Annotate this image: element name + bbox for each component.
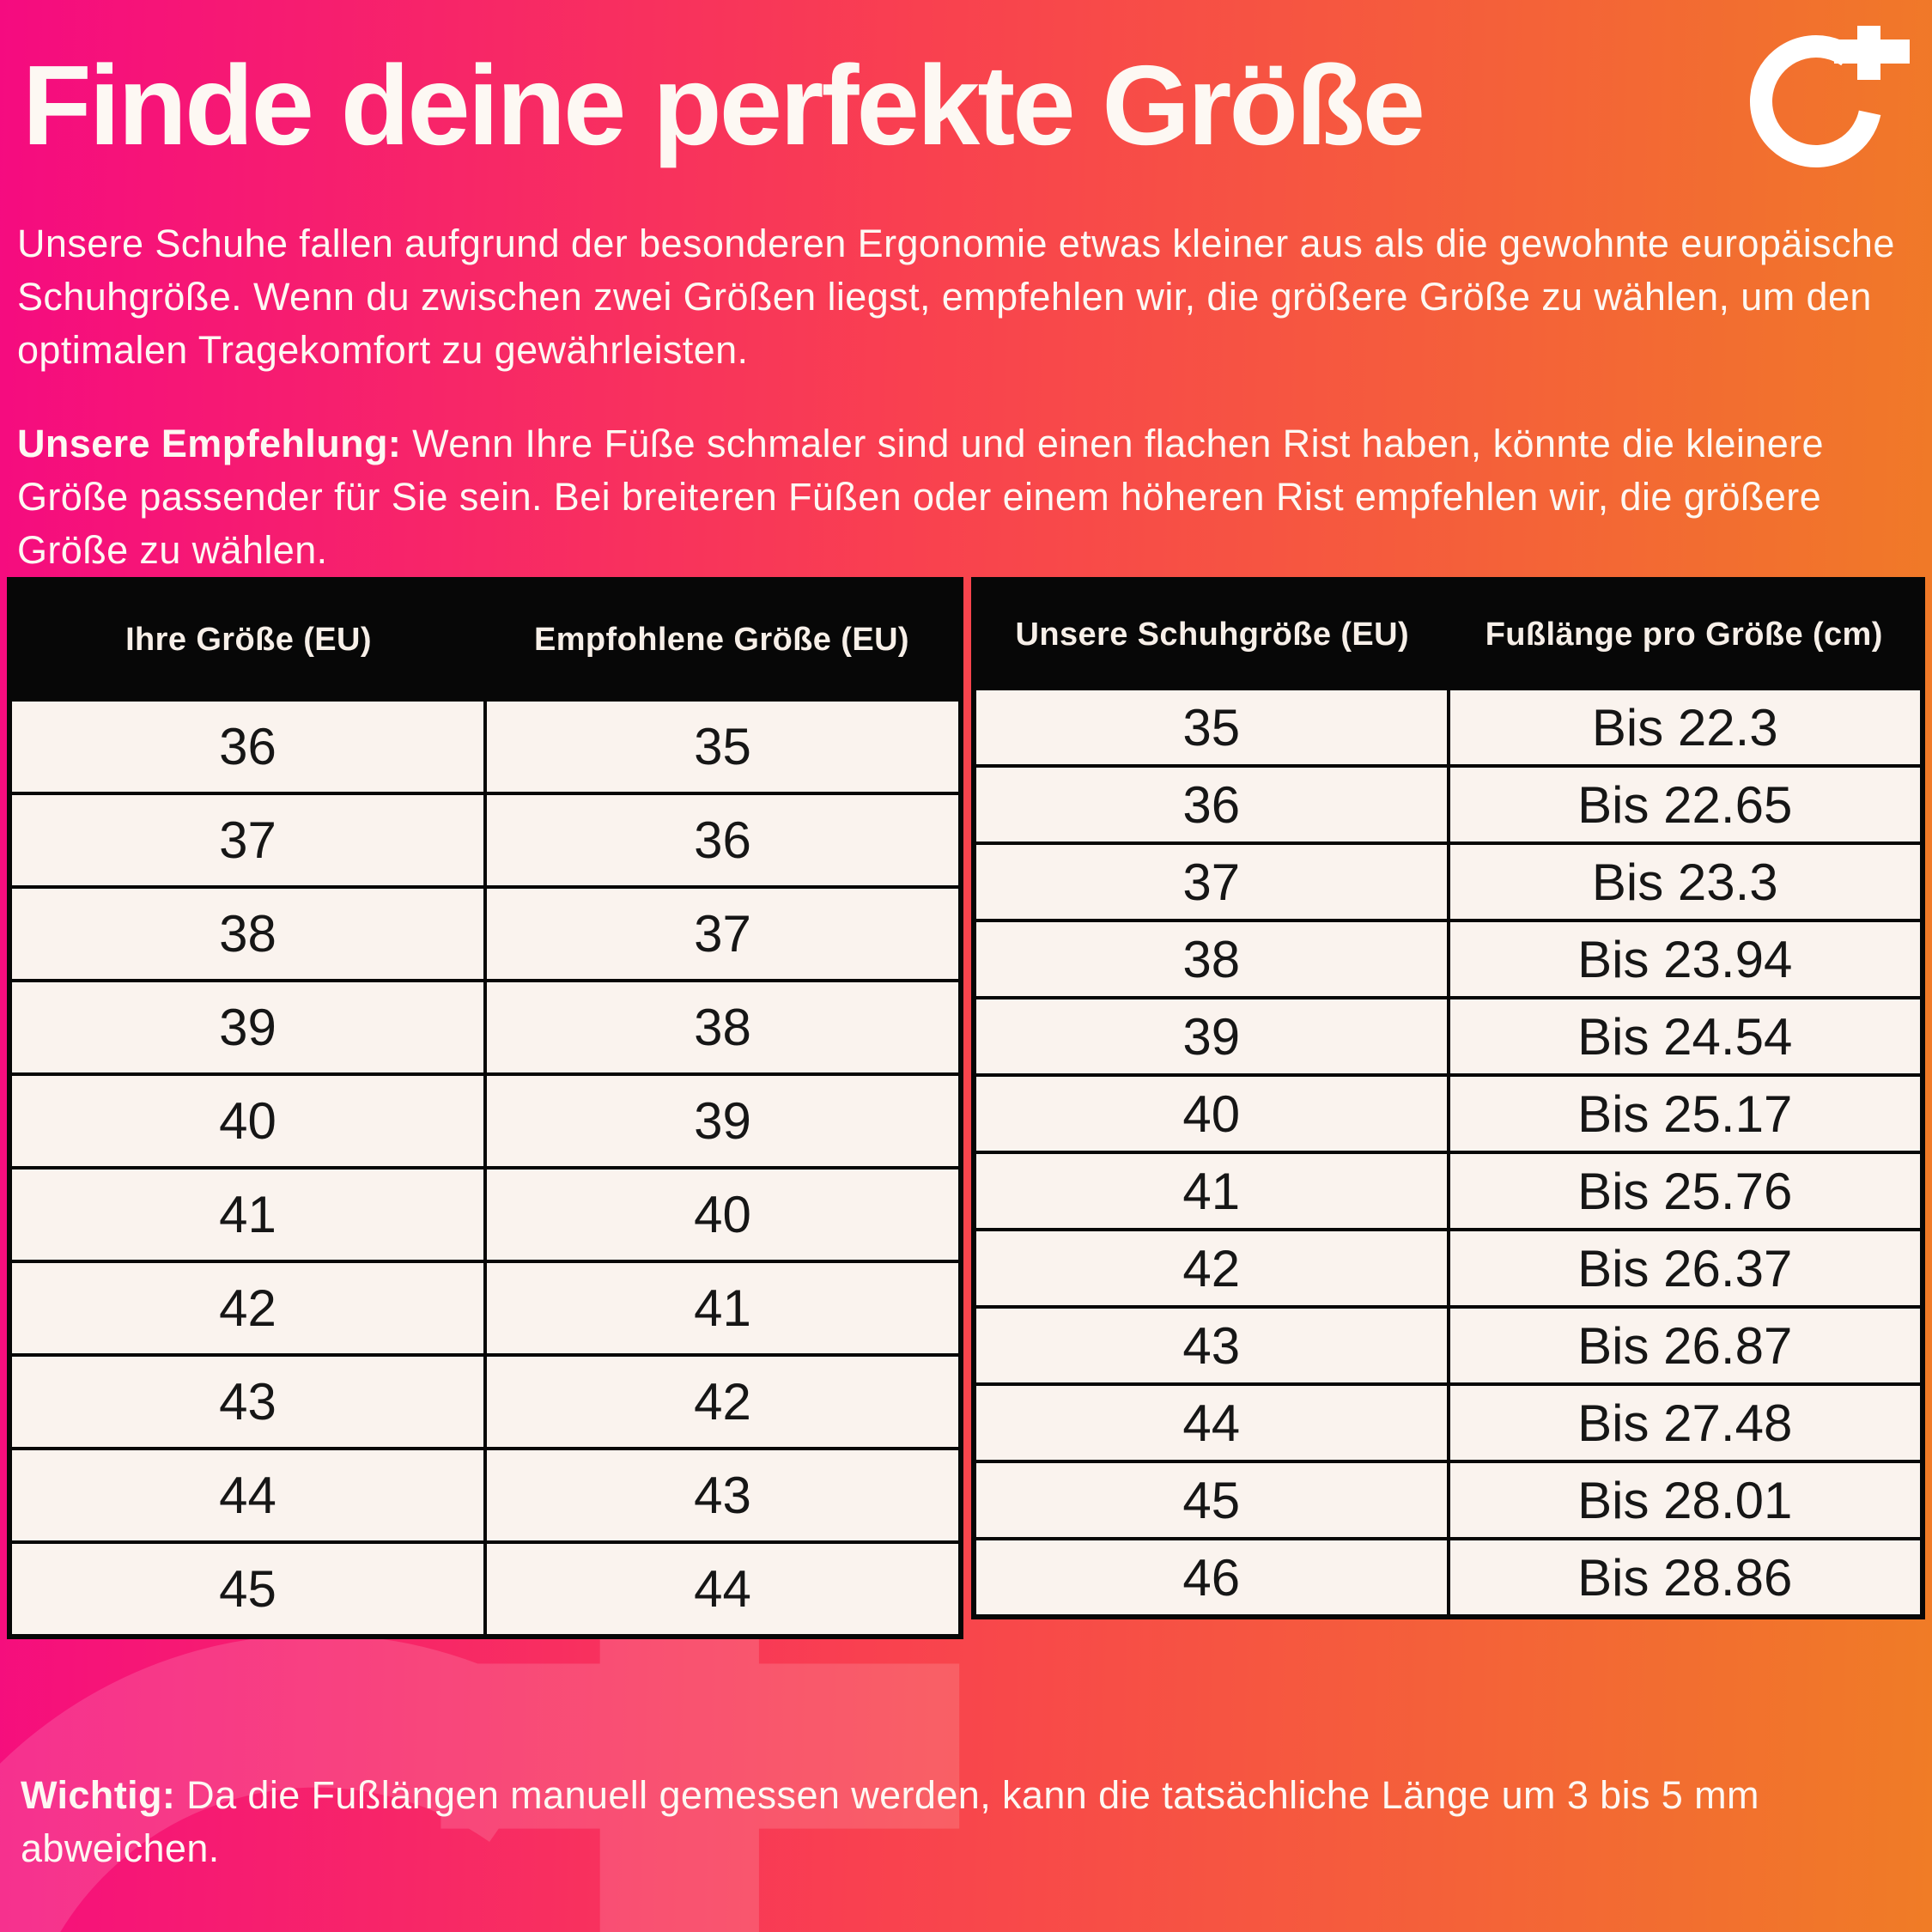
table-row: 38 37: [12, 885, 958, 979]
important-note-text: Da die Fußlängen manuell gemessen werden…: [21, 1773, 1759, 1870]
recommendation-label: Unsere Empfehlung:: [17, 422, 402, 465]
table-cell: Bis 27.48: [1446, 1386, 1920, 1460]
table-cell: 38: [12, 889, 483, 979]
table-cell: 39: [483, 1076, 958, 1166]
table-row: 35 Bis 22.3: [976, 687, 1920, 764]
table-cell: 41: [976, 1154, 1447, 1228]
table-row: 45 Bis 28.01: [976, 1460, 1920, 1537]
table-cell: Bis 22.65: [1446, 768, 1920, 841]
table-cell: Bis 28.86: [1446, 1540, 1920, 1614]
table-cell: 36: [12, 702, 483, 792]
table-row: 41 40: [12, 1166, 958, 1260]
table-cell: Bis 28.01: [1446, 1463, 1920, 1537]
table-cell: 41: [483, 1263, 958, 1353]
table-row: 43 42: [12, 1353, 958, 1447]
table-row: 42 41: [12, 1260, 958, 1353]
table-row: 38 Bis 23.94: [976, 919, 1920, 996]
table-cell: 40: [483, 1170, 958, 1260]
column-header-your-size: Ihre Größe (EU): [125, 622, 372, 658]
table-cell: 37: [483, 889, 958, 979]
table-row: 45 44: [12, 1540, 958, 1634]
size-conversion-table-header: Ihre Größe (EU) Empfohlene Größe (EU): [12, 582, 958, 698]
table-cell: 43: [976, 1309, 1447, 1382]
table-row: 36 35: [12, 698, 958, 792]
table-cell: 35: [976, 690, 1447, 764]
table-cell: Bis 22.3: [1446, 690, 1920, 764]
table-cell: 38: [976, 922, 1447, 996]
important-note: Wichtig: Da die Fußlängen manuell gemess…: [21, 1769, 1905, 1875]
table-cell: Bis 26.87: [1446, 1309, 1920, 1382]
table-cell: Bis 25.17: [1446, 1077, 1920, 1151]
table-cell: Bis 25.76: [1446, 1154, 1920, 1228]
table-row: 40 39: [12, 1072, 958, 1166]
table-cell: 43: [12, 1357, 483, 1447]
table-cell: Bis 24.54: [1446, 999, 1920, 1073]
table-row: 36 Bis 22.65: [976, 764, 1920, 841]
page-title: Finde deine perfekte Größe: [22, 42, 1425, 168]
table-cell: 45: [12, 1544, 483, 1634]
table-cell: Bis 26.37: [1446, 1231, 1920, 1305]
table-row: 41 Bis 25.76: [976, 1151, 1920, 1228]
table-cell: 37: [12, 795, 483, 885]
recommendation-text: Wenn Ihre Füße schmaler sind und einen f…: [17, 422, 1824, 572]
column-header-foot-length: Fußlänge pro Größe (cm): [1485, 616, 1883, 653]
table-row: 37 Bis 23.3: [976, 841, 1920, 919]
table-cell: 38: [483, 982, 958, 1072]
table-cell: 44: [483, 1544, 958, 1634]
intro-paragraph: Unsere Schuhe fallen aufgrund der besond…: [17, 222, 1895, 372]
table-cell: Bis 23.94: [1446, 922, 1920, 996]
table-cell: 37: [976, 845, 1447, 919]
table-cell: 39: [976, 999, 1447, 1073]
column-header-recommended-size: Empfohlene Größe (EU): [534, 622, 909, 658]
table-cell: 42: [976, 1231, 1447, 1305]
table-cell: 43: [483, 1450, 958, 1540]
table-row: 43 Bis 26.87: [976, 1305, 1920, 1382]
table-row: 42 Bis 26.37: [976, 1228, 1920, 1305]
table-cell: 42: [12, 1263, 483, 1353]
recommendation-paragraph: Unsere Empfehlung: Wenn Ihre Füße schmal…: [17, 417, 1902, 577]
table-row: 40 Bis 25.17: [976, 1073, 1920, 1151]
column-header-our-shoe-size: Unsere Schuhgröße (EU): [1015, 616, 1410, 653]
table-row: 39 Bis 24.54: [976, 996, 1920, 1073]
table-row: 44 43: [12, 1447, 958, 1540]
table-row: 39 38: [12, 979, 958, 1072]
important-note-label: Wichtig:: [21, 1773, 176, 1817]
size-conversion-table: Ihre Größe (EU) Empfohlene Größe (EU) 36…: [7, 577, 963, 1639]
foot-length-table: Unsere Schuhgröße (EU) Fußlänge pro Größ…: [971, 577, 1925, 1619]
table-cell: 40: [12, 1076, 483, 1166]
table-row: 44 Bis 27.48: [976, 1382, 1920, 1460]
table-cell: 42: [483, 1357, 958, 1447]
table-cell: 44: [12, 1450, 483, 1540]
table-cell: 46: [976, 1540, 1447, 1614]
table-cell: 39: [12, 982, 483, 1072]
table-cell: Bis 23.3: [1446, 845, 1920, 919]
table-cell: 45: [976, 1463, 1447, 1537]
table-cell: 36: [483, 795, 958, 885]
table-cell: 40: [976, 1077, 1447, 1151]
brand-logo-icon: [1750, 26, 1910, 167]
table-row: 46 Bis 28.86: [976, 1537, 1920, 1614]
foot-length-table-header: Unsere Schuhgröße (EU) Fußlänge pro Größ…: [976, 582, 1920, 687]
table-cell: 41: [12, 1170, 483, 1260]
table-cell: 36: [976, 768, 1447, 841]
table-cell: 44: [976, 1386, 1447, 1460]
table-row: 37 36: [12, 792, 958, 885]
table-cell: 35: [483, 702, 958, 792]
